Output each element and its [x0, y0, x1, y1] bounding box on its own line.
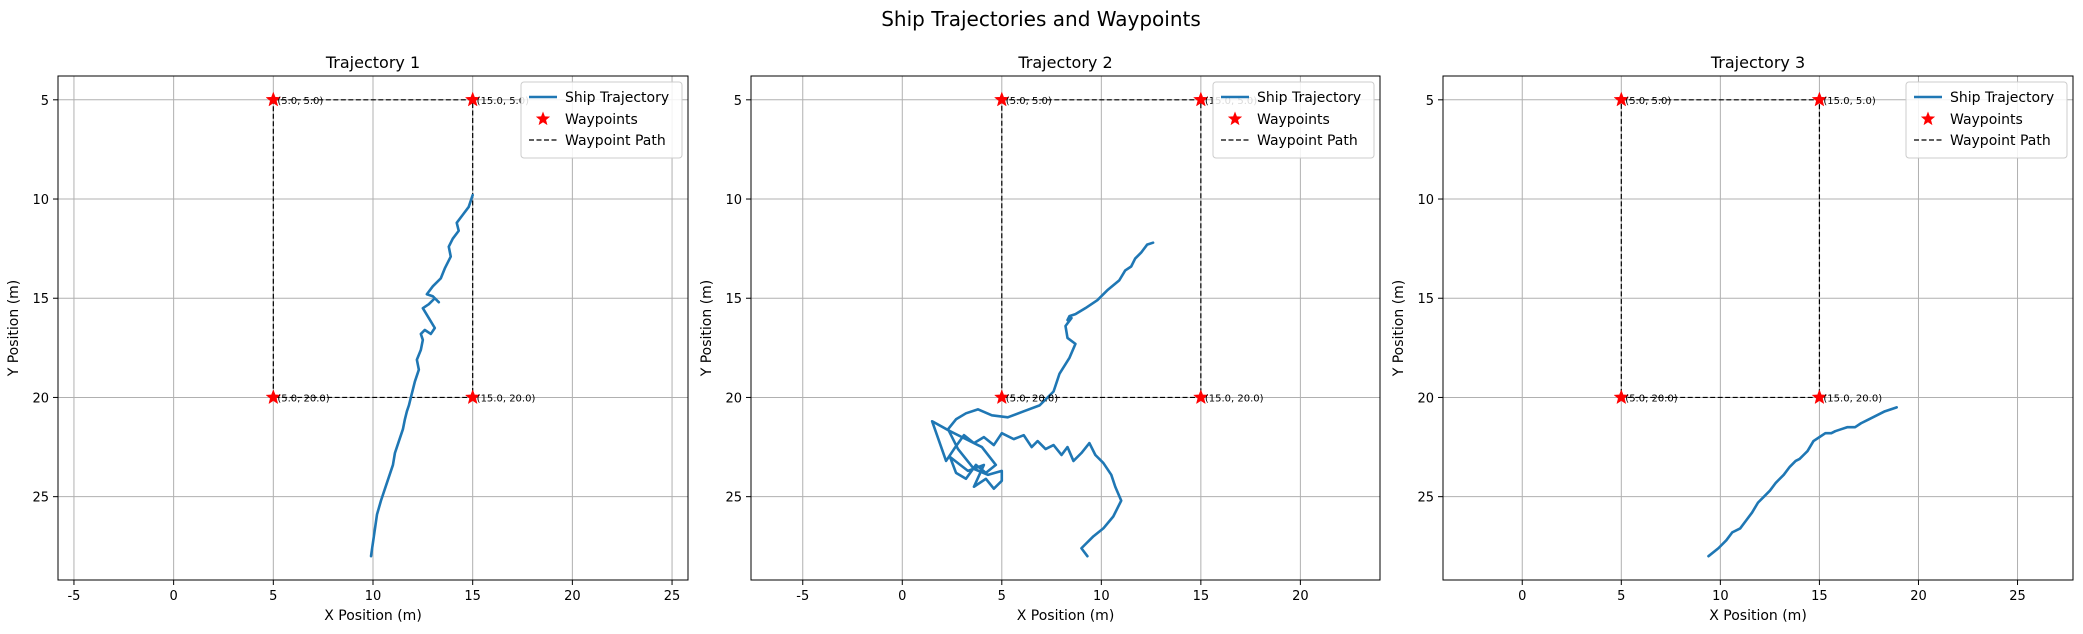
legend-waypoint-swatch — [1920, 111, 1936, 126]
waypoint-label: (5.0, 5.0) — [1625, 96, 1671, 107]
subplot-3: 0 5 10 15 20 25 5 10 15 20 25 (5.0, 5.0) (15.0, 5.0)… — [1391, 53, 2074, 624]
x-tick-label: 25 — [2009, 589, 2026, 604]
x-tick-label: -5 — [796, 589, 809, 604]
y-tick-label: 5 — [41, 94, 49, 109]
waypoint-marker — [1811, 389, 1828, 405]
waypoint-label: (15.0, 5.0) — [1823, 96, 1875, 107]
y-tick-label: 10 — [1417, 193, 1434, 208]
axes-frame — [750, 75, 1381, 581]
y-axis-label: Y Position (m) — [1391, 280, 1407, 378]
subplot-title: Trajectory 3 — [1710, 53, 1805, 72]
waypoint-label: (5.0, 5.0) — [1006, 96, 1052, 107]
legend-label-waypoints: Waypoints — [1950, 112, 2023, 128]
legend-label-trajectory: Ship Trajectory — [1950, 90, 2054, 106]
x-tick-label: 25 — [664, 589, 681, 604]
legend-label-trajectory: Ship Trajectory — [565, 90, 669, 106]
x-tick-label: 0 — [1518, 589, 1526, 604]
y-tick-label: 10 — [32, 193, 49, 208]
y-tick-label: 5 — [1426, 94, 1434, 109]
waypoint-label: (15.0, 20.0) — [1205, 393, 1264, 404]
subplot-1: -5 0 5 10 15 20 25 5 10 15 20 25 (5.0, 5.0) (15.0, 5.… — [6, 53, 689, 624]
x-tick-label: 5 — [1617, 589, 1625, 604]
x-tick-label: -5 — [67, 589, 80, 604]
ship-trajectory-line — [1707, 406, 1898, 558]
x-tick-label: 20 — [564, 589, 581, 604]
waypoint-marker — [265, 91, 282, 107]
waypoint-marker — [1613, 389, 1630, 405]
axes-frame — [1442, 75, 2074, 581]
waypoint-label: (5.0, 5.0) — [277, 96, 323, 107]
waypoint-marker — [1193, 91, 1209, 107]
y-tick-label: 15 — [725, 292, 742, 307]
waypoint-label: (15.0, 20.0) — [477, 393, 536, 404]
waypoint-label: (15.0, 20.0) — [1823, 393, 1882, 404]
y-axis-label: Y Position (m) — [699, 280, 715, 378]
y-tick-label: 25 — [725, 491, 742, 506]
legend-label-trajectory: Ship Trajectory — [1257, 90, 1361, 106]
x-tick-label: 20 — [1910, 589, 1927, 604]
x-tick-label: 10 — [1093, 589, 1110, 604]
x-tick-label: 15 — [1193, 589, 1210, 604]
y-tick-label: 25 — [1417, 491, 1434, 506]
legend-waypoint-swatch — [1227, 111, 1243, 126]
x-tick-label: 15 — [464, 589, 481, 604]
legend-label-path: Waypoint Path — [1257, 133, 1358, 149]
legend-label-waypoints: Waypoints — [565, 112, 638, 128]
legend: Ship Trajectory Waypoints Waypoint Path — [1905, 81, 2068, 159]
x-axis-label: X Position (m) — [1709, 608, 1807, 624]
y-tick-label: 20 — [1417, 391, 1434, 406]
waypoint-marker — [464, 389, 481, 405]
x-axis-label: X Position (m) — [324, 608, 422, 624]
y-tick-label: 15 — [1417, 292, 1434, 307]
ship-trajectory-line — [369, 193, 474, 558]
legend-label-path: Waypoint Path — [1950, 133, 2051, 149]
legend-box — [1905, 81, 2068, 159]
legend-box — [520, 81, 683, 159]
y-tick-label: 20 — [725, 391, 742, 406]
subplots: -5 0 5 10 15 20 25 5 10 15 20 25 (5.0, 5.0) (15.0, 5.… — [6, 53, 2074, 624]
legend: Ship Trajectory Waypoints Waypoint Path — [1212, 81, 1375, 159]
y-tick-label: 20 — [32, 391, 49, 406]
y-tick-label: 15 — [32, 292, 49, 307]
x-tick-label: 5 — [269, 589, 277, 604]
waypoint-marker — [1811, 91, 1828, 107]
ship-trajectory-line — [930, 241, 1155, 558]
x-tick-label: 10 — [365, 589, 382, 604]
x-tick-label: 10 — [1712, 589, 1729, 604]
y-tick-label: 5 — [734, 94, 742, 109]
y-axis-label: Y Position (m) — [6, 280, 22, 378]
waypoint-label: (15.0, 5.0) — [477, 96, 529, 107]
legend-label-waypoints: Waypoints — [1257, 112, 1330, 128]
x-tick-label: 0 — [898, 589, 906, 604]
axes-frame — [57, 75, 689, 581]
y-tick-label: 25 — [32, 491, 49, 506]
subplot-title: Trajectory 2 — [1017, 53, 1112, 72]
waypoint-marker — [265, 389, 282, 405]
waypoint-label: (5.0, 20.0) — [1625, 393, 1677, 404]
legend-box — [1212, 81, 1375, 159]
subplot-title: Trajectory 1 — [325, 53, 420, 72]
x-axis-label: X Position (m) — [1017, 608, 1115, 624]
legend: Ship Trajectory Waypoints Waypoint Path — [520, 81, 683, 159]
legend-waypoint-swatch — [535, 111, 551, 126]
waypoint-marker — [994, 389, 1010, 405]
waypoint-marker — [464, 91, 481, 107]
waypoint-label: (5.0, 20.0) — [277, 393, 329, 404]
waypoint-marker — [1193, 389, 1209, 405]
legend-label-path: Waypoint Path — [565, 133, 666, 149]
x-tick-label: 0 — [169, 589, 177, 604]
waypoint-label: (5.0, 20.0) — [1006, 393, 1058, 404]
x-tick-label: 20 — [1292, 589, 1309, 604]
waypoint-marker — [1613, 91, 1630, 107]
y-tick-label: 10 — [725, 193, 742, 208]
x-tick-label: 5 — [998, 589, 1006, 604]
x-tick-label: 15 — [1811, 589, 1828, 604]
waypoint-marker — [994, 91, 1010, 107]
figure-title: Ship Trajectories and Waypoints — [881, 7, 1201, 31]
